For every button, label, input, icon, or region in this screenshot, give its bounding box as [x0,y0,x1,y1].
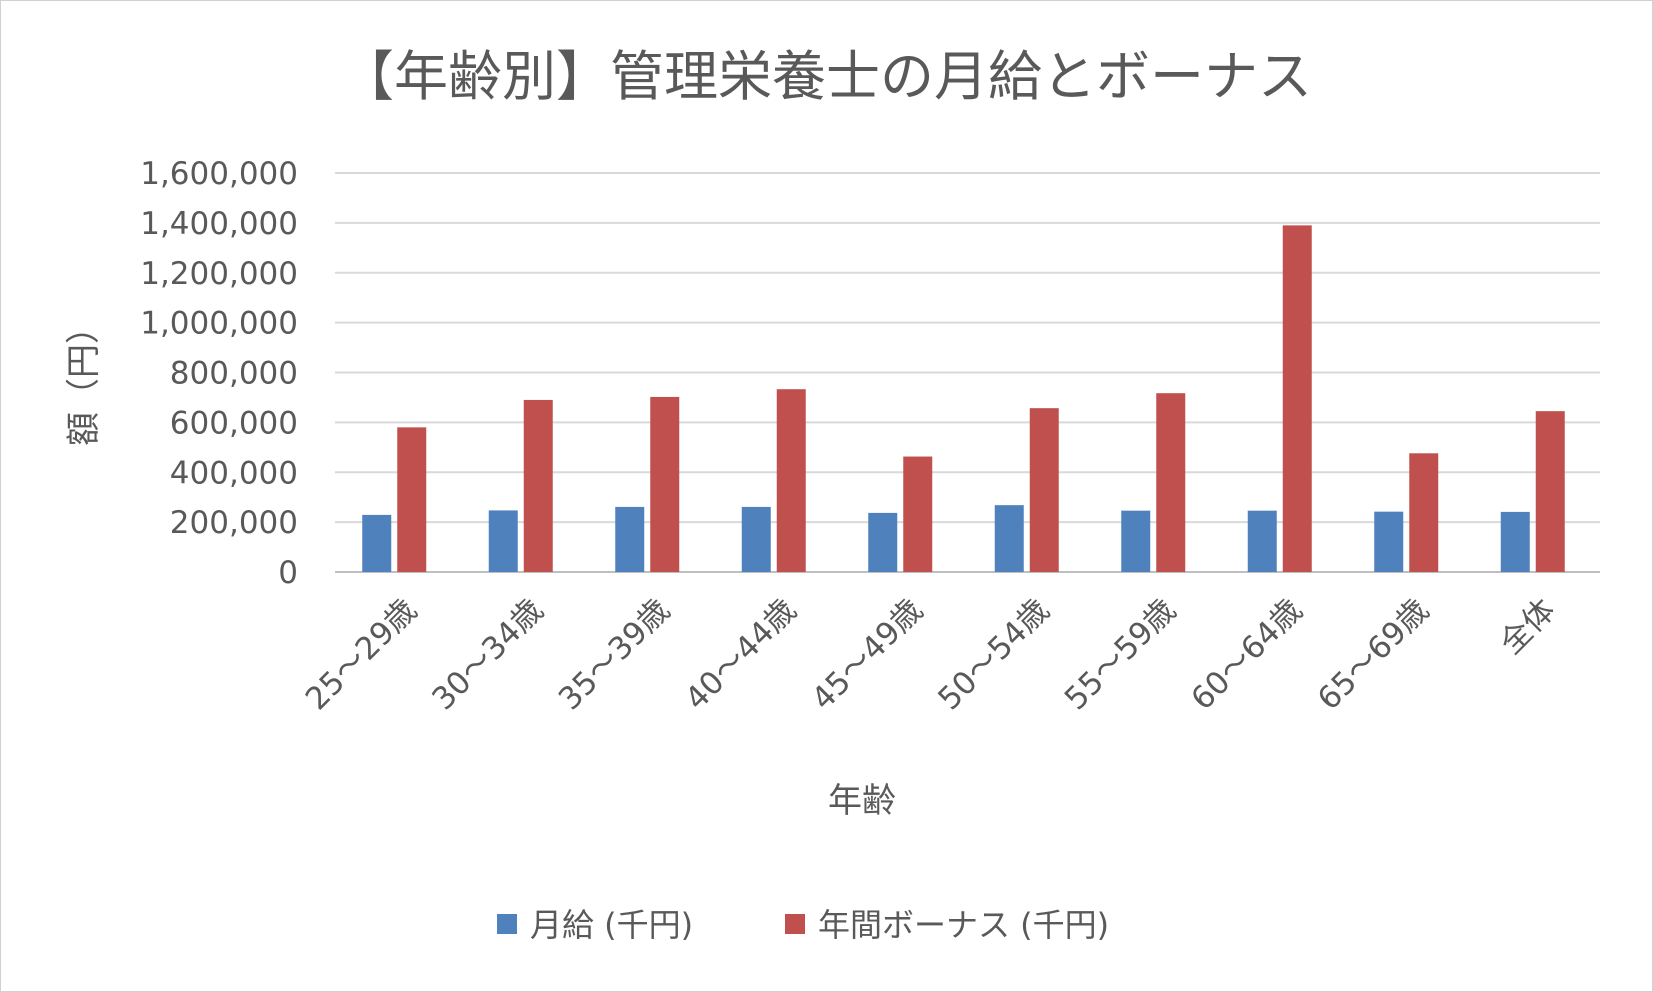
legend-label: 月給 (千円) [530,906,693,944]
x-tick-label: 全体 [1493,592,1562,661]
bar-annual-bonus [1282,225,1312,572]
y-tick-label: 1,200,000 [140,256,298,292]
bar-monthly-salary [1247,510,1277,572]
y-tick-label: 800,000 [170,356,298,392]
bar-monthly-salary [741,506,771,572]
x-axis-title: 年齢 [828,781,896,821]
bars [362,225,1565,572]
bar-monthly-salary [994,505,1024,572]
bar-annual-bonus [1029,408,1059,572]
legend-swatch-annual-bonus [785,914,805,934]
legend-swatch-monthly-salary [497,914,517,934]
bar-monthly-salary [1121,510,1151,572]
x-tick-label: 35～39歳 [552,592,677,717]
bar-annual-bonus [650,396,680,572]
x-tick-label: 65～69歳 [1311,592,1436,717]
bar-monthly-salary [362,514,392,572]
bar-monthly-salary [488,510,518,572]
bar-monthly-salary [868,512,898,572]
x-axis-ticks: 25～29歳 30～34歳 35～39歳 40～44歳 45～49歳 50～54歳 55～5… [299,592,1563,717]
bar-annual-bonus [523,399,553,572]
x-tick-label: 30～34歳 [425,592,550,717]
y-tick-label: 1,600,000 [140,156,298,192]
legend: 月給 (千円) 年間ボーナス (千円) [497,906,1109,944]
bar-annual-bonus [903,456,933,572]
y-axis-ticks: 0 200,000 400,000 600,000 800,000 1,000,000 1,… [140,156,298,591]
bar-monthly-salary [1374,511,1404,572]
bar-monthly-salary [1500,511,1530,572]
bar-annual-bonus [776,389,806,572]
x-tick-label: 25～29歳 [299,592,424,717]
y-tick-label: 1,400,000 [140,206,298,242]
chart-title: 【年齢別】管理栄養士の月給とボーナス [340,45,1312,108]
y-tick-label: 0 [278,555,298,591]
bar-annual-bonus [1535,411,1565,572]
bar-annual-bonus [1409,453,1439,572]
bar-annual-bonus [397,427,427,572]
x-tick-label: 55～59歳 [1058,592,1183,717]
x-tick-label: 60～64歳 [1184,592,1309,717]
y-tick-label: 600,000 [170,405,298,441]
y-tick-label: 200,000 [170,505,298,541]
x-tick-label: 45～49歳 [805,592,930,717]
x-tick-label: 40～44歳 [678,592,803,717]
legend-label: 年間ボーナス (千円) [818,906,1109,944]
y-tick-label: 400,000 [170,455,298,491]
bar-annual-bonus [1156,393,1186,572]
y-tick-label: 1,000,000 [140,306,298,342]
y-axis-title: 額（円） [64,310,104,446]
bar-monthly-salary [615,506,645,572]
x-tick-label: 50～54歳 [931,592,1056,717]
